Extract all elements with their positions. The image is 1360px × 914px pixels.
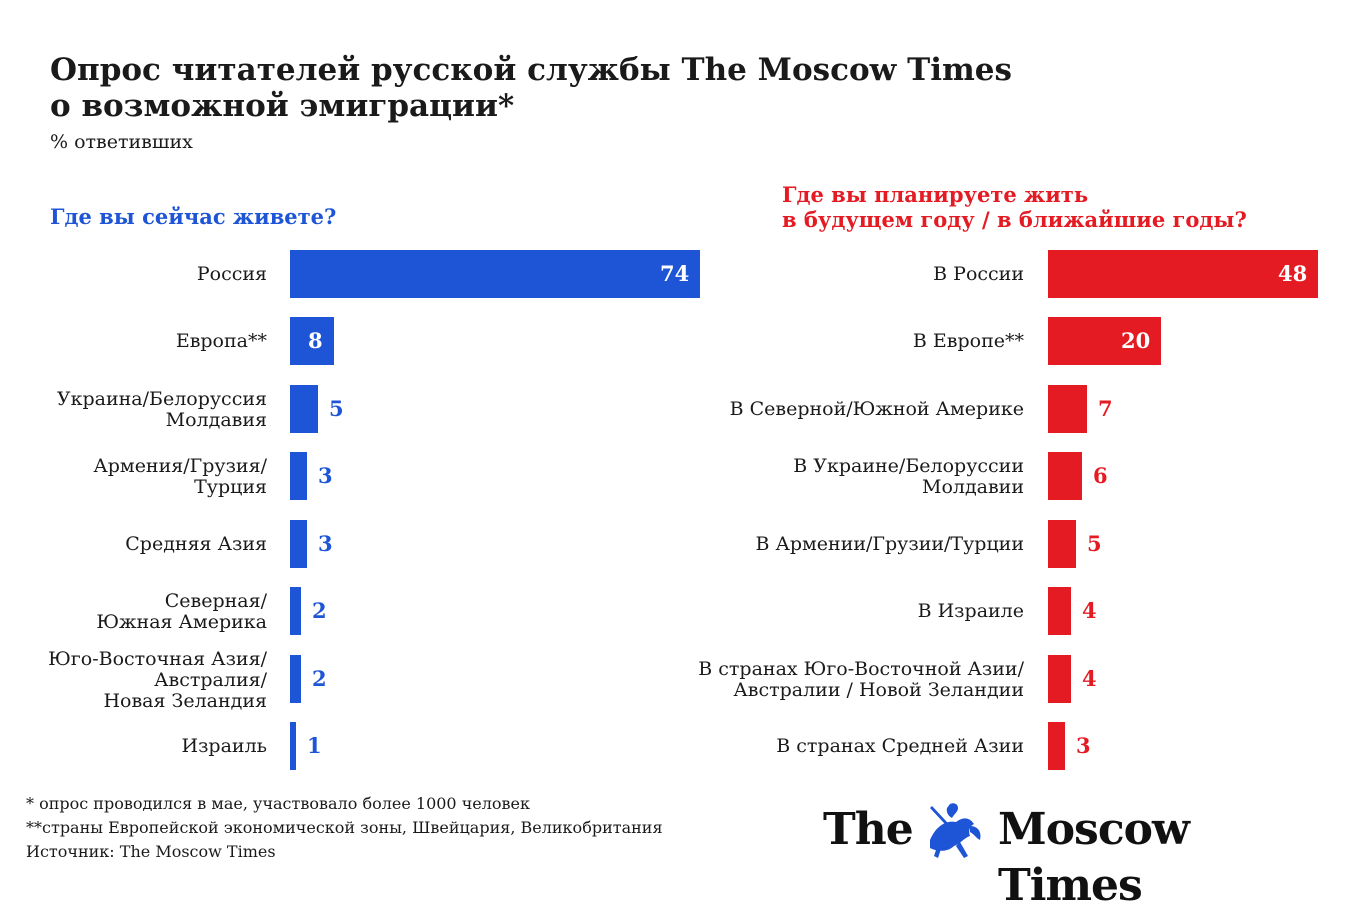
left-category-label: Юго-Восточная Азия/ Австралия/ Новая Зел… [48,648,267,712]
left-value-label: 8 [308,328,323,353]
footnote-source: Источник: The Moscow Times [26,842,276,861]
right-value-label: 5 [1087,531,1102,556]
right-category-label: В Северной/Южной Америке [729,398,1024,420]
st-george-emblem-icon [930,803,981,858]
chart-title-line1: Опрос читателей русской службы The Mosco… [50,52,1012,88]
right-value-label: 4 [1082,666,1097,691]
right-value-label: 6 [1093,463,1108,488]
left-value-label: 74 [660,261,690,286]
right-category-label: В России [933,263,1024,285]
right-category-label: В Европе** [912,330,1024,352]
moscow-times-logo: The Moscow Times [823,796,1323,911]
left-category-label: Европа** [175,330,267,352]
left-value-label: 2 [312,598,327,623]
left-category-label: Израиль [181,735,268,757]
right-panel-title-line1: Где вы планируете жить [782,182,1089,207]
right-category-label: В странах Средней Азии [776,735,1024,757]
left-bar [290,452,307,500]
left-panel-title: Где вы сейчас живете? [50,204,336,229]
left-bar [290,722,296,770]
right-value-label: 4 [1082,598,1097,623]
right-bar [1048,655,1071,703]
chart-title: Опрос читателей русской службы The Mosco… [50,52,1050,124]
left-value-label: 5 [329,396,344,421]
right-value-label: 3 [1076,733,1091,758]
footnote-europe: **страны Европейской экономической зоны,… [26,818,663,837]
left-panel-title-line1: Где вы сейчас живете? [50,204,337,229]
chart-title-line2: о возможной эмиграции* [50,88,515,124]
left-value-label: 2 [312,666,327,691]
right-bar [1048,722,1065,770]
left-category-label: Средняя Азия [125,533,267,555]
right-value-label: 20 [1121,328,1151,353]
right-category-label: В Армении/Грузии/Турции [755,533,1024,555]
left-category-label: Украина/Белоруссия Молдавия [56,388,267,431]
right-bar [1048,520,1076,568]
left-value-label: 3 [318,531,333,556]
left-bar [290,587,301,635]
left-category-label: Северная/ Южная Америка [96,590,267,633]
left-value-label: 1 [307,733,322,758]
right-category-label: В Израиле [917,600,1024,622]
right-bar [1048,385,1087,433]
right-bar [1048,250,1318,298]
left-bar [290,317,334,365]
right-panel-title: Где вы планируете жить в будущем году / в… [782,182,1247,232]
left-category-label: Армения/Грузия/ Турция [93,455,267,498]
right-value-label: 7 [1098,396,1113,421]
logo-the-text: The [823,804,914,855]
footnotes: * опрос проводился в мае, участвовало бо… [26,792,663,864]
left-bar [290,385,318,433]
right-bar [1048,317,1161,365]
right-category-label: В странах Юго-Восточной Азии/ Австралии … [698,658,1024,701]
left-bar [290,250,700,298]
right-category-label: В Украине/Белоруссии Молдавии [793,455,1024,498]
left-bar [290,655,301,703]
footnote-survey: * опрос проводился в мае, участвовало бо… [26,794,531,813]
left-category-label: Россия [196,263,267,285]
left-value-label: 3 [318,463,333,488]
chart-subtitle: % ответивших [50,131,193,153]
right-bar [1048,587,1071,635]
left-bar [290,520,307,568]
right-value-label: 48 [1278,261,1308,286]
right-panel-title-line2: в будущем году / в ближайшие годы? [782,207,1247,232]
logo-moscow-times-text: Moscow Times [998,804,1190,911]
right-bar [1048,452,1082,500]
